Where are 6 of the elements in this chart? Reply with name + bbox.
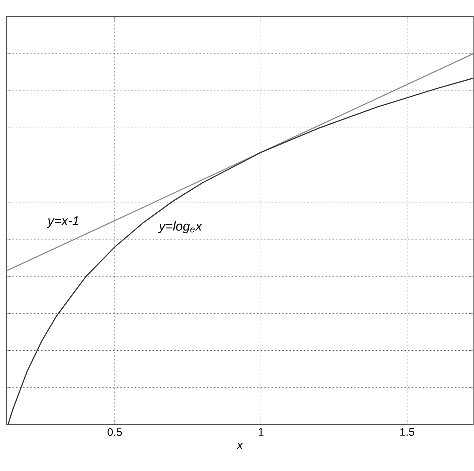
annotation: y=x-1	[47, 216, 79, 228]
x-axis-title: x	[236, 443, 244, 450]
annotation: y=log$_{e}$x	[158, 222, 203, 234]
x-tick-label: 1	[258, 428, 264, 436]
x-tick-label: 1.5	[400, 428, 414, 436]
x-tick-label: 0.5	[108, 428, 122, 436]
